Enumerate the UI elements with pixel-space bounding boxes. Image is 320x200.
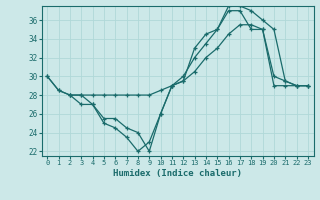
X-axis label: Humidex (Indice chaleur): Humidex (Indice chaleur) — [113, 169, 242, 178]
